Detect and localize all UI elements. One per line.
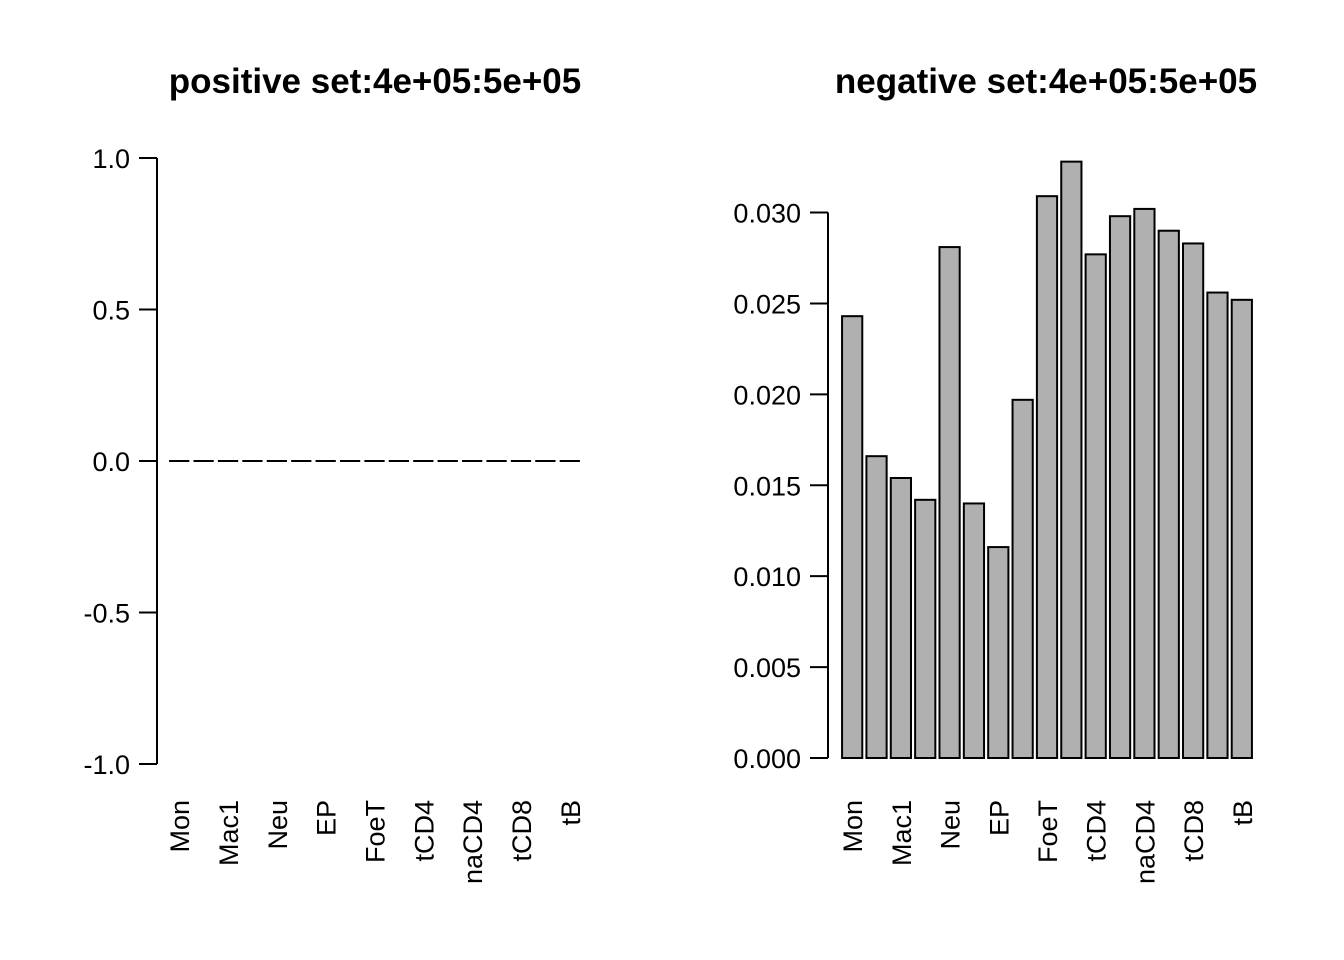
- bar: [1182, 242, 1205, 760]
- bar: [1084, 253, 1107, 759]
- chart-title: negative set:4e+05:5e+05: [835, 62, 1257, 101]
- x-tick-label: tCD4: [1082, 800, 1112, 862]
- x-tick-label: Mon: [838, 800, 868, 853]
- bar: [1011, 398, 1034, 759]
- x-tick-label: Mac1: [887, 800, 917, 866]
- bar: [1060, 160, 1083, 760]
- x-tick-labels: Mon Mac1 Neu EP FoeT tCD4 naCD4 tCD8 tB: [838, 800, 1258, 884]
- x-tick-label: Neu: [263, 800, 293, 850]
- y-tick-label: 0.020: [733, 380, 801, 410]
- bar: [1108, 215, 1132, 759]
- bar: [841, 315, 864, 759]
- bar: [1035, 195, 1059, 759]
- y-tick-label: 0.5: [92, 296, 130, 326]
- y-tick-label: 0.0: [92, 447, 130, 477]
- bar: [1133, 207, 1156, 759]
- x-tick-label: Neu: [936, 800, 966, 850]
- bar: [938, 246, 961, 759]
- x-tick-label: tCD8: [1179, 800, 1209, 862]
- y-tick-label: 0.000: [733, 744, 801, 774]
- y-tick-label: 1.0: [92, 144, 130, 174]
- bar: [889, 477, 912, 759]
- y-axis: 0.000 0.005 0.010 0.015 0.020 0.025 0.030: [733, 199, 829, 774]
- bar: [865, 455, 888, 759]
- bar: [1157, 229, 1180, 759]
- x-tick-label: tB: [556, 800, 586, 826]
- y-tick-label: 0.010: [733, 562, 801, 592]
- chart-title: positive set:4e+05:5e+05: [169, 62, 581, 101]
- x-tick-label: naCD4: [1130, 800, 1160, 884]
- y-tick-label: -0.5: [83, 599, 130, 629]
- x-tick-label: Mon: [165, 800, 195, 853]
- bar: [987, 546, 1010, 759]
- x-tick-label: FoeT: [361, 800, 391, 863]
- y-axis: 1.0 0.5 0.0 -0.5 -1.0: [83, 144, 158, 780]
- chart-negative-set: negative set:4e+05:5e+05 0.000 0.005 0.010…: [733, 62, 1257, 884]
- x-tick-label: EP: [312, 800, 342, 836]
- bar: [1230, 298, 1253, 759]
- y-tick-label: 0.030: [733, 199, 801, 229]
- bar: [1206, 291, 1229, 759]
- x-tick-label: tCD8: [507, 800, 537, 862]
- y-tick-label: 0.005: [733, 653, 801, 683]
- x-tick-label: naCD4: [458, 800, 488, 884]
- y-tick-label: 0.015: [733, 471, 801, 501]
- x-tick-label: Mac1: [214, 800, 244, 866]
- bar: [962, 502, 986, 760]
- x-tick-label: EP: [984, 800, 1014, 836]
- x-tick-label: tCD4: [409, 800, 439, 862]
- bar: [914, 498, 937, 759]
- bars: [841, 160, 1253, 760]
- x-tick-label: FoeT: [1033, 800, 1063, 863]
- chart-positive-set: positive set:4e+05:5e+05 1.0 0.5 0.0 -0.5 -1…: [83, 62, 585, 884]
- x-tick-labels: Mon Mac1 Neu EP FoeT tCD4 naCD4 tCD8 tB: [165, 800, 586, 884]
- y-tick-label: -1.0: [83, 750, 130, 780]
- y-tick-label: 0.025: [733, 289, 801, 319]
- x-tick-label: tB: [1228, 800, 1258, 826]
